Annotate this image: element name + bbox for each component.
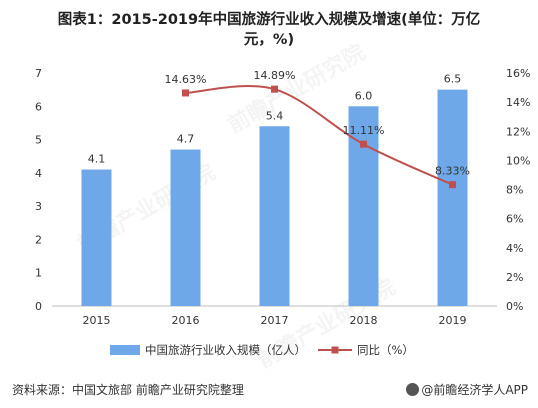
y-right-tick-label: 0% (506, 300, 523, 313)
bar-value-label: 4.7 (177, 133, 195, 146)
growth-line (185, 85, 453, 186)
growth-value-label: 8.33% (435, 165, 470, 178)
y-left-tick-label: 4 (35, 167, 42, 180)
source-note: 资料来源：中国文旅部 前瞻产业研究院整理 (12, 383, 244, 397)
x-tick-label: 2015 (83, 314, 111, 327)
bar-value-label: 5.4 (266, 109, 284, 122)
y-right-tick-label: 14% (506, 96, 530, 109)
x-tick-label: 2016 (172, 314, 200, 327)
x-tick-label: 2019 (439, 314, 467, 327)
bar-value-label: 6.0 (355, 89, 373, 102)
legend-line-marker (331, 346, 339, 354)
brand-credit: @前瞻经济学人APP (406, 381, 528, 398)
bar (81, 169, 112, 306)
y-right-tick-label: 6% (506, 213, 523, 226)
bar (170, 149, 201, 306)
x-tick-label: 2017 (261, 314, 289, 327)
chart-title-line-2: 元，%) (243, 32, 295, 48)
y-right-tick-label: 4% (506, 242, 523, 255)
legend-line-label: 同比（%） (357, 343, 414, 357)
y-left-tick-label: 7 (35, 67, 42, 80)
growth-point (449, 181, 456, 189)
growth-value-label: 11.11% (343, 124, 385, 137)
growth-point (182, 89, 189, 97)
y-right-tick-label: 16% (506, 67, 530, 80)
x-tick-label: 2018 (350, 314, 378, 327)
growth-value-label: 14.63% (165, 73, 207, 86)
bar-value-label: 4.1 (88, 153, 106, 166)
y-left-tick-label: 6 (35, 100, 42, 113)
legend-bar-label: 中国旅游行业收入规模（亿人） (145, 343, 306, 357)
y-left-tick-label: 1 (35, 267, 42, 280)
legend-bar-swatch (110, 345, 140, 355)
brand-logo-icon (406, 383, 420, 396)
y-left-tick-label: 0 (35, 300, 42, 313)
y-left-tick-label: 2 (35, 233, 42, 246)
bar (348, 106, 379, 307)
bar (259, 126, 290, 306)
y-right-tick-label: 2% (506, 271, 523, 284)
y-left-tick-label: 3 (35, 200, 42, 213)
bar (437, 89, 468, 307)
y-right-tick-label: 10% (506, 154, 530, 167)
y-right-tick-label: 8% (506, 184, 523, 197)
y-left-tick-label: 5 (35, 134, 42, 147)
brand-text: @前瞻经济学人APP (421, 383, 528, 397)
growth-point (271, 85, 278, 93)
bar-value-label: 6.5 (444, 73, 462, 86)
y-right-tick-label: 12% (506, 125, 530, 138)
growth-value-label: 14.89% (254, 69, 296, 82)
chart-title: 图表1：2015-2019年中国旅游行业收入规模及增速(单位：万亿 元，%) (0, 10, 538, 50)
chart-title-line-1: 图表1：2015-2019年中国旅游行业收入规模及增速(单位：万亿 (57, 12, 481, 28)
growth-point (360, 140, 367, 148)
